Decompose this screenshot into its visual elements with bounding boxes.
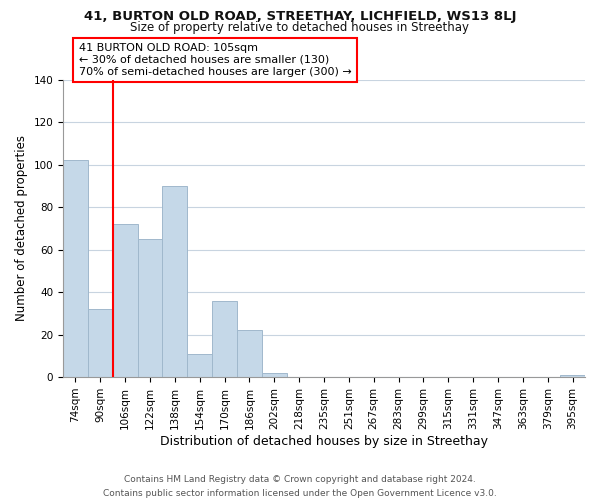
Bar [560, 375, 585, 377]
Text: 41, BURTON OLD ROAD, STREETHAY, LICHFIELD, WS13 8LJ: 41, BURTON OLD ROAD, STREETHAY, LICHFIEL… [84, 10, 516, 23]
X-axis label: Distribution of detached houses by size in Streethay: Distribution of detached houses by size … [160, 434, 488, 448]
Bar [88, 309, 113, 377]
Y-axis label: Number of detached properties: Number of detached properties [15, 136, 28, 322]
Text: Size of property relative to detached houses in Streethay: Size of property relative to detached ho… [131, 21, 470, 34]
Bar [237, 330, 262, 377]
Text: 41 BURTON OLD ROAD: 105sqm
← 30% of detached houses are smaller (130)
70% of sem: 41 BURTON OLD ROAD: 105sqm ← 30% of deta… [79, 44, 352, 76]
Bar [113, 224, 137, 377]
Bar [212, 300, 237, 377]
Bar [262, 373, 287, 377]
Bar [63, 160, 88, 377]
Bar [137, 239, 163, 377]
Text: Contains HM Land Registry data © Crown copyright and database right 2024.
Contai: Contains HM Land Registry data © Crown c… [103, 476, 497, 498]
Bar [163, 186, 187, 377]
Bar [187, 354, 212, 377]
